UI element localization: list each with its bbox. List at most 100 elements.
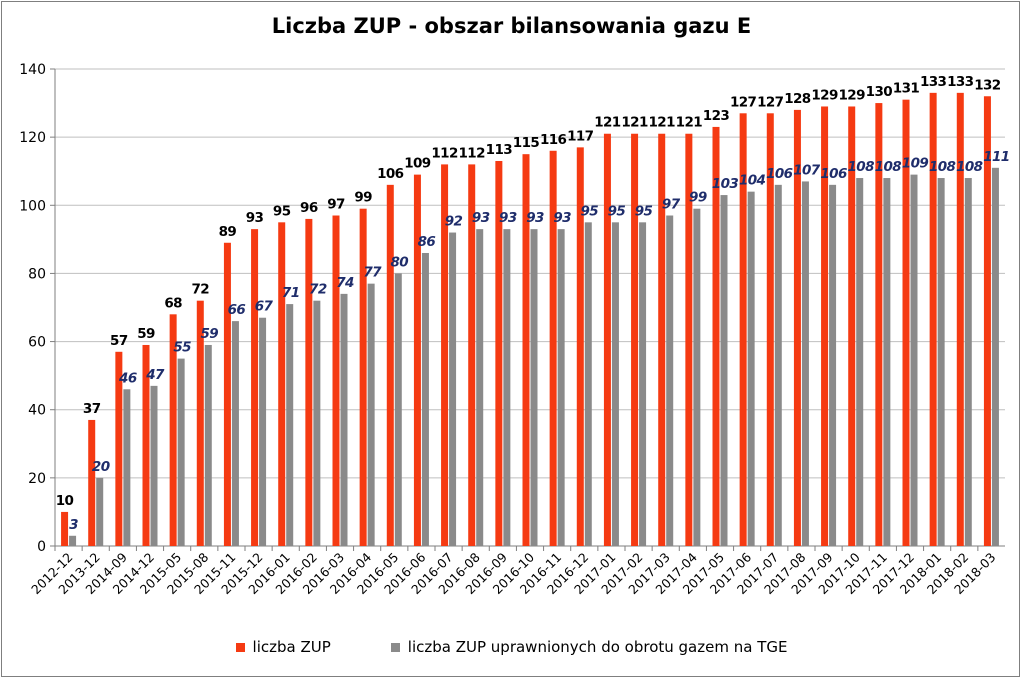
bar-series1 — [739, 113, 747, 547]
bar-series1 — [522, 154, 530, 546]
data-label-series1: 123 — [703, 108, 730, 124]
bar-series2 — [937, 178, 945, 546]
y-tick-label: 20 — [28, 471, 46, 487]
data-label-series1: 57 — [110, 333, 128, 349]
legend-swatch-series2 — [390, 642, 400, 652]
data-label-series1: 128 — [784, 91, 811, 107]
data-label-series2: 66 — [228, 302, 246, 318]
data-label-series2: 80 — [390, 254, 408, 270]
data-label-series2: 99 — [689, 190, 707, 206]
bar-series1 — [386, 184, 394, 547]
data-label-series1: 116 — [540, 132, 567, 148]
data-label-series2: 111 — [983, 149, 1009, 165]
y-tick-label: 60 — [28, 335, 46, 351]
bar-series2 — [584, 222, 592, 547]
bar-series1 — [658, 133, 666, 546]
bar-series2 — [611, 222, 619, 547]
bar-series2 — [720, 195, 728, 547]
data-label-series2: 93 — [472, 210, 490, 226]
data-label-series1: 117 — [567, 128, 594, 144]
data-label-series2: 97 — [662, 197, 681, 213]
bar-series2 — [666, 215, 674, 546]
data-label-series1: 133 — [947, 74, 974, 90]
bar-series2 — [394, 273, 402, 546]
bar-series2 — [747, 191, 755, 546]
data-label-series2: 55 — [173, 340, 191, 356]
bar-series2 — [503, 229, 511, 546]
data-label-series2: 20 — [92, 459, 110, 475]
data-label-series1: 97 — [327, 197, 345, 213]
bar-series2 — [421, 252, 429, 546]
bar-series1 — [332, 215, 340, 546]
data-label-series2: 67 — [255, 299, 274, 315]
y-tick-label: 40 — [28, 403, 46, 419]
data-label-series1: 112 — [459, 145, 486, 161]
bar-series2 — [259, 317, 267, 546]
y-tick-label: 80 — [28, 266, 46, 282]
bar-series1 — [196, 300, 204, 546]
legend-label-series1: liczba ZUP — [252, 638, 331, 656]
data-label-series2: 95 — [608, 203, 626, 219]
data-label-series2: 108 — [929, 159, 956, 175]
bar-series1 — [549, 150, 557, 546]
data-label-series2: 74 — [336, 275, 354, 291]
data-label-series2: 107 — [793, 162, 821, 178]
bar-series1 — [142, 344, 150, 546]
bar-series2 — [449, 232, 457, 547]
bar-series1 — [712, 126, 720, 547]
bar-series1 — [305, 218, 313, 546]
bar-series1 — [468, 164, 476, 546]
data-label-series2: 93 — [553, 210, 571, 226]
data-label-series1: 127 — [730, 94, 757, 110]
bar-series1 — [875, 103, 883, 547]
bar-series2 — [476, 229, 484, 546]
bar-series2 — [150, 385, 158, 546]
bar-series2 — [177, 358, 185, 546]
bar-series1 — [169, 314, 177, 546]
bar-series2 — [204, 344, 212, 546]
bar-series1 — [983, 96, 991, 546]
data-label-series1: 68 — [164, 295, 182, 311]
bar-series1 — [495, 160, 503, 546]
bar-series2 — [231, 321, 239, 546]
data-label-series2: 108 — [956, 159, 983, 175]
bar-series1 — [223, 242, 231, 546]
bar-series1 — [441, 164, 449, 546]
bar-series1 — [766, 113, 774, 547]
data-label-series2: 108 — [875, 159, 902, 175]
data-label-series2: 104 — [739, 173, 766, 189]
data-label-series2: 47 — [145, 367, 165, 383]
y-tick-label: 140 — [19, 62, 46, 78]
data-label-series2: 3 — [69, 517, 78, 533]
data-label-series2: 86 — [418, 234, 436, 250]
data-label-series1: 132 — [974, 77, 1001, 93]
bar-series1 — [603, 133, 611, 546]
data-label-series2: 77 — [363, 265, 382, 281]
data-label-series1: 127 — [757, 94, 784, 110]
data-label-series1: 96 — [300, 200, 318, 216]
data-label-series2: 93 — [499, 210, 517, 226]
data-label-series1: 37 — [83, 401, 101, 417]
data-label-series2: 46 — [118, 370, 137, 386]
data-label-series1: 106 — [377, 166, 404, 182]
bar-series1 — [61, 511, 69, 546]
data-label-series1: 93 — [246, 210, 264, 226]
bar-series2 — [313, 300, 321, 546]
data-label-series2: 72 — [309, 282, 327, 298]
bar-series1 — [251, 229, 259, 546]
bar-series2 — [123, 389, 131, 546]
data-label-series1: 99 — [354, 190, 372, 206]
data-label-series1: 72 — [191, 282, 209, 298]
data-label-series2: 106 — [766, 166, 793, 182]
legend-item-series2: liczba ZUP uprawnionych do obrotu gazem … — [390, 638, 787, 656]
data-label-series2: 106 — [820, 166, 847, 182]
data-label-series1: 121 — [649, 115, 676, 131]
data-label-series1: 113 — [486, 142, 513, 158]
legend-swatch-series1 — [235, 642, 245, 652]
data-label-series1: 129 — [839, 87, 866, 103]
bar-series2 — [367, 283, 375, 546]
bar-series2 — [883, 178, 891, 546]
bar-series2 — [829, 184, 837, 547]
data-label-series1: 129 — [811, 87, 838, 103]
bar-series1 — [278, 222, 286, 547]
